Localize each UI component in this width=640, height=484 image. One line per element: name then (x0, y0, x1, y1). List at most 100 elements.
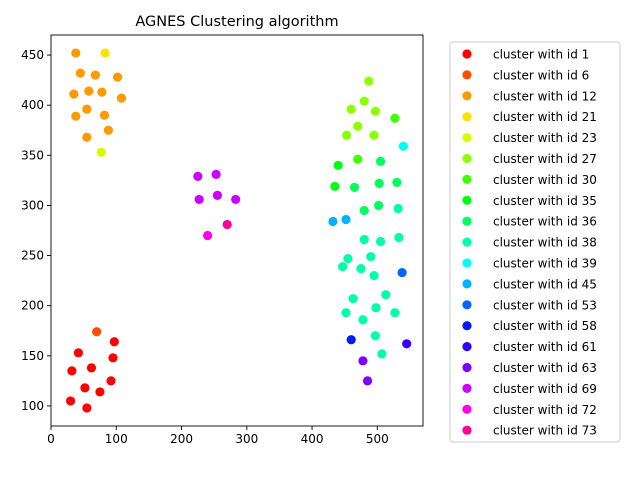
data-point (65, 396, 76, 406)
data-point (71, 111, 81, 121)
legend-marker (462, 112, 472, 122)
data-point (341, 308, 351, 318)
data-point (96, 147, 106, 157)
data-point (377, 349, 387, 359)
y-tick-label: 400 (21, 98, 44, 112)
y-tick-label: 100 (21, 399, 44, 413)
legend-label: cluster with id 69 (493, 382, 597, 396)
data-point (106, 376, 116, 386)
data-point (343, 253, 353, 264)
data-point (333, 160, 343, 170)
legend-marker (462, 216, 472, 226)
legend-marker (462, 195, 472, 205)
x-tick-label: 500 (366, 432, 389, 446)
legend-marker (462, 404, 472, 414)
data-point (84, 86, 94, 96)
legend-marker (462, 279, 472, 289)
data-point (116, 93, 127, 103)
data-point (75, 68, 85, 78)
legend-marker (462, 153, 472, 164)
legend-label: cluster with id 35 (493, 194, 597, 208)
data-point (353, 154, 363, 164)
legend-label: cluster with id 23 (493, 131, 597, 145)
y-axis: 100 150 200 250 300 350 400 450 (21, 48, 51, 413)
legend-marker (462, 237, 472, 247)
y-tick-label: 300 (21, 198, 44, 212)
chart-title: AGNES Clustering algorithm (135, 14, 338, 30)
data-point (112, 72, 123, 82)
y-tick-label: 150 (21, 349, 44, 363)
data-point (375, 236, 386, 247)
data-point (80, 383, 90, 393)
data-point (359, 234, 369, 245)
legend-marker (462, 425, 472, 435)
data-point (97, 87, 107, 97)
legend-marker (462, 342, 472, 352)
data-point (374, 200, 384, 211)
data-point (211, 169, 221, 179)
data-point (358, 356, 368, 366)
data-point (358, 315, 368, 325)
legend-marker (462, 258, 472, 268)
data-point (348, 294, 358, 304)
x-axis: 0 100 200 300 400 500 (47, 426, 389, 446)
data-point (392, 177, 402, 187)
legend-label: cluster with id 53 (493, 298, 597, 312)
legend-label: cluster with id 12 (493, 89, 597, 103)
data-point (73, 348, 84, 358)
legend: cluster with id 1 cluster with id 6 cluste… (449, 41, 621, 443)
data-point (103, 125, 114, 135)
data-point (366, 251, 376, 262)
data-point (370, 331, 380, 341)
legend-marker (462, 300, 472, 310)
data-point (231, 194, 241, 205)
legend-label: cluster with id 73 (493, 424, 597, 438)
legend-label: cluster with id 58 (493, 319, 597, 333)
data-point (92, 327, 102, 337)
data-point (393, 203, 403, 214)
data-point (359, 96, 369, 106)
data-point (346, 335, 356, 345)
data-point (212, 190, 223, 201)
data-point (222, 219, 232, 230)
plot-frame (50, 34, 424, 427)
data-point (394, 232, 404, 243)
data-point (364, 76, 374, 86)
data-point (338, 261, 348, 272)
data-point (371, 303, 381, 313)
legend-marker (462, 91, 472, 101)
data-point (100, 48, 110, 58)
y-tick-label: 350 (21, 148, 44, 162)
legend-marker (462, 70, 472, 80)
plot-points (65, 48, 412, 413)
data-point (402, 339, 412, 349)
data-point (390, 308, 400, 318)
x-tick-label: 200 (170, 432, 193, 446)
legend-marker (462, 49, 472, 59)
data-point (193, 171, 203, 181)
y-tick-label: 200 (21, 299, 44, 313)
data-point (109, 337, 119, 347)
legend-marker (462, 321, 472, 331)
data-point (370, 106, 380, 116)
legend-label: cluster with id 39 (493, 257, 597, 271)
y-tick-label: 250 (21, 249, 44, 263)
data-point (374, 178, 384, 188)
legend-label: cluster with id 27 (493, 152, 597, 166)
data-point (356, 263, 366, 274)
data-point (353, 121, 363, 131)
legend-label: cluster with id 30 (493, 173, 597, 187)
data-point (381, 290, 391, 300)
legend-label: cluster with id 38 (493, 236, 597, 250)
data-point (375, 156, 386, 166)
data-point (82, 104, 92, 114)
data-point (86, 363, 97, 373)
y-tick-label: 450 (21, 48, 44, 62)
legend-label: cluster with id 63 (493, 361, 597, 375)
legend-label: cluster with id 1 (493, 48, 589, 62)
data-point (90, 70, 100, 80)
data-point (390, 113, 400, 123)
legend-label: cluster with id 45 (493, 277, 597, 291)
x-tick-label: 400 (301, 432, 324, 446)
